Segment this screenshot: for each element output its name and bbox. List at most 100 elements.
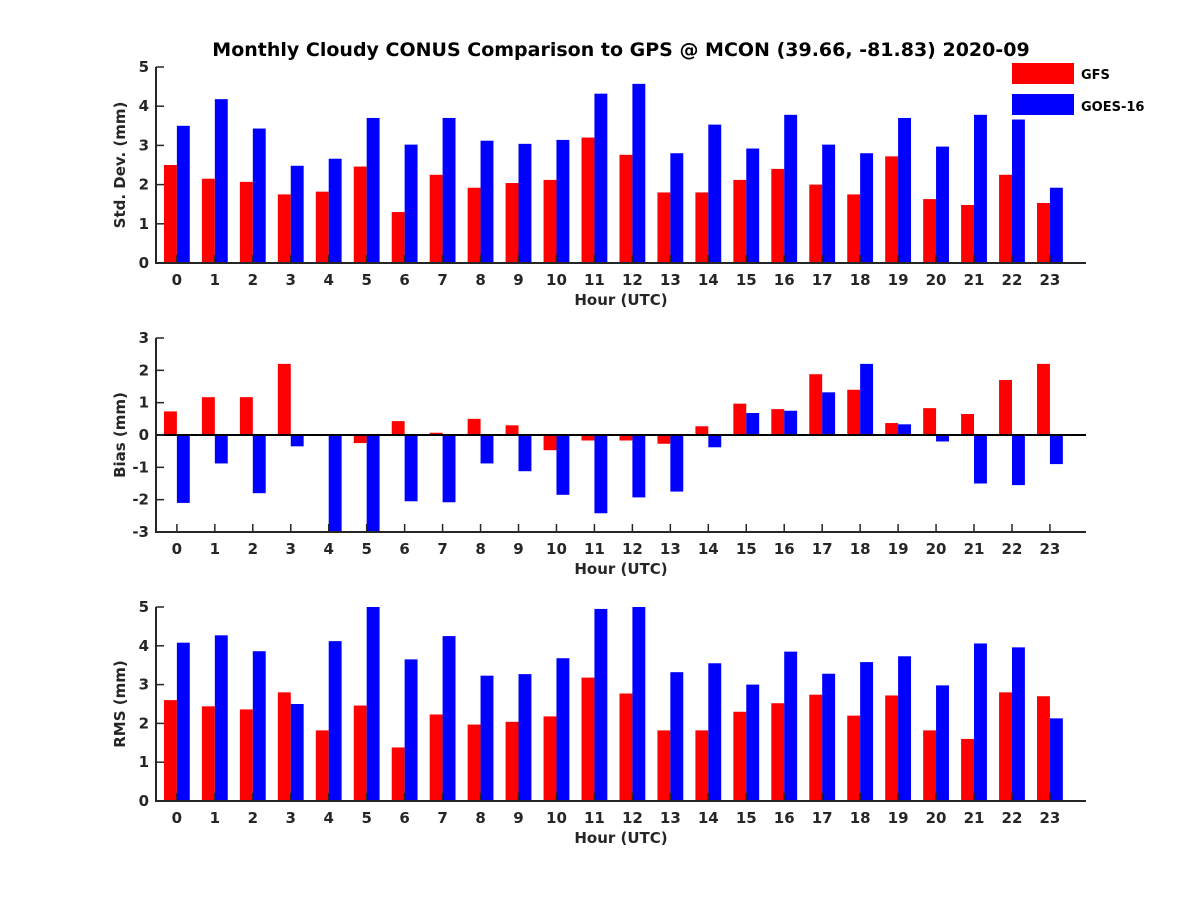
bias-bar-gfs-23 bbox=[1037, 363, 1050, 435]
rms-ytick-label: 4 bbox=[139, 637, 149, 655]
rms-bar-gfs-20 bbox=[923, 730, 937, 801]
std-xtick-label: 3 bbox=[286, 271, 296, 289]
bias-xtick-label: 14 bbox=[698, 540, 719, 558]
rms-bar-gfs-3 bbox=[277, 692, 291, 801]
rms-bar-gfs-16 bbox=[771, 703, 785, 801]
rms-bar-goes16-12 bbox=[632, 607, 646, 801]
bias-xtick-label: 5 bbox=[361, 540, 371, 558]
std-ytick-label: 4 bbox=[139, 97, 149, 115]
rms-bar-gfs-12 bbox=[619, 693, 633, 801]
rms-bar-gfs-7 bbox=[429, 714, 443, 801]
std-xtick-label: 18 bbox=[850, 271, 871, 289]
rms-xtick-label: 12 bbox=[622, 809, 643, 827]
bias-bar-goes16-19 bbox=[898, 424, 912, 435]
std-bar-gfs-0 bbox=[163, 165, 177, 263]
std-bar-gfs-2 bbox=[239, 181, 253, 263]
std-bar-goes16-23 bbox=[1049, 187, 1063, 263]
std-bar-gfs-8 bbox=[467, 187, 481, 263]
std-ytick-label: 3 bbox=[139, 136, 149, 154]
bias-xtick-label: 23 bbox=[1040, 540, 1061, 558]
std-y-label: Std. Dev. (mm) bbox=[111, 102, 129, 229]
rms-xtick-label: 17 bbox=[812, 809, 833, 827]
bias-bar-gfs-1 bbox=[201, 397, 215, 435]
rms-xtick-label: 5 bbox=[361, 809, 371, 827]
bias-bar-gfs-17 bbox=[809, 374, 823, 435]
rms-bar-goes16-21 bbox=[974, 643, 987, 801]
bias-bar-gfs-12 bbox=[619, 435, 633, 441]
std-ytick-label: 2 bbox=[139, 176, 149, 194]
std-xtick-label: 21 bbox=[964, 271, 985, 289]
bias-bar-goes16-2 bbox=[252, 435, 266, 494]
bias-bar-goes16-14 bbox=[708, 435, 722, 448]
bias-bar-goes16-22 bbox=[1011, 435, 1025, 486]
std-xtick-label: 19 bbox=[888, 271, 909, 289]
bias-bar-goes16-11 bbox=[594, 435, 608, 514]
rms-bar-goes16-14 bbox=[708, 663, 722, 801]
std-xtick-label: 23 bbox=[1040, 271, 1061, 289]
rms-bar-gfs-5 bbox=[353, 705, 367, 801]
rms-bar-goes16-18 bbox=[860, 662, 874, 801]
std-xtick-label: 8 bbox=[475, 271, 485, 289]
rms-ytick-label: 3 bbox=[139, 676, 149, 694]
bias-bar-goes16-16 bbox=[784, 410, 798, 435]
rms-bar-goes16-17 bbox=[822, 673, 836, 801]
bias-bar-gfs-3 bbox=[277, 363, 291, 435]
rms-xtick-label: 11 bbox=[584, 809, 605, 827]
bias-bar-goes16-17 bbox=[822, 392, 836, 435]
bias-ytick-label: 1 bbox=[139, 394, 149, 412]
rms-xtick-label: 1 bbox=[210, 809, 220, 827]
std-xtick-label: 15 bbox=[736, 271, 757, 289]
std-xtick-label: 1 bbox=[210, 271, 220, 289]
bias-xtick-label: 4 bbox=[323, 540, 333, 558]
chart-title: Monthly Cloudy CONUS Comparison to GPS @… bbox=[212, 39, 1029, 61]
std-bar-goes16-18 bbox=[860, 153, 874, 263]
rms-bar-gfs-6 bbox=[391, 747, 405, 801]
bias-xtick-label: 2 bbox=[248, 540, 258, 558]
rms-ytick-label: 1 bbox=[139, 753, 149, 771]
rms-bar-gfs-2 bbox=[239, 709, 253, 801]
std-ytick-label: 0 bbox=[139, 254, 149, 272]
std-xtick-label: 2 bbox=[248, 271, 258, 289]
legend-label-goes16: GOES-16 bbox=[1081, 100, 1144, 115]
std-bar-gfs-20 bbox=[923, 199, 937, 263]
std-bar-goes16-5 bbox=[366, 117, 380, 264]
rms-xtick-label: 10 bbox=[546, 809, 567, 827]
bias-xtick-label: 13 bbox=[660, 540, 681, 558]
bias-xtick-label: 12 bbox=[622, 540, 643, 558]
bias-bar-goes16-8 bbox=[480, 435, 494, 464]
rms-xtick-label: 20 bbox=[926, 809, 947, 827]
bias-bar-goes16-21 bbox=[974, 435, 987, 484]
rms-bar-goes16-16 bbox=[784, 651, 798, 801]
bias-ytick-label: -3 bbox=[132, 523, 149, 541]
bias-bar-gfs-6 bbox=[391, 421, 405, 435]
rms-xtick-label: 21 bbox=[964, 809, 985, 827]
rms-xtick-label: 4 bbox=[323, 809, 333, 827]
std-bar-gfs-6 bbox=[391, 212, 405, 263]
bias-bar-goes16-20 bbox=[936, 435, 949, 442]
rms-bar-goes16-13 bbox=[670, 672, 684, 801]
std-bar-gfs-9 bbox=[505, 183, 519, 263]
std-bar-gfs-17 bbox=[809, 184, 823, 263]
std-xtick-label: 11 bbox=[584, 271, 605, 289]
std-bar-goes16-13 bbox=[670, 153, 684, 263]
bias-xtick-label: 3 bbox=[286, 540, 296, 558]
rms-xtick-label: 0 bbox=[172, 809, 182, 827]
rms-bar-gfs-23 bbox=[1037, 696, 1050, 801]
rms-bar-goes16-11 bbox=[594, 608, 608, 801]
std-bar-gfs-18 bbox=[847, 194, 861, 263]
std-xtick-label: 10 bbox=[546, 271, 567, 289]
std-bar-gfs-15 bbox=[733, 179, 747, 263]
std-xtick-label: 5 bbox=[361, 271, 371, 289]
std-bar-goes16-11 bbox=[594, 93, 608, 263]
bias-xtick-label: 16 bbox=[774, 540, 795, 558]
bias-bar-gfs-20 bbox=[923, 408, 937, 435]
rms-bar-goes16-6 bbox=[404, 659, 418, 801]
bias-bar-gfs-13 bbox=[657, 435, 671, 444]
bias-bar-goes16-3 bbox=[290, 435, 304, 447]
std-xtick-label: 14 bbox=[698, 271, 719, 289]
rms-bar-goes16-19 bbox=[898, 656, 912, 801]
bias-xtick-label: 1 bbox=[210, 540, 220, 558]
bias-bar-goes16-23 bbox=[1049, 435, 1063, 465]
rms-bar-goes16-10 bbox=[556, 658, 570, 801]
